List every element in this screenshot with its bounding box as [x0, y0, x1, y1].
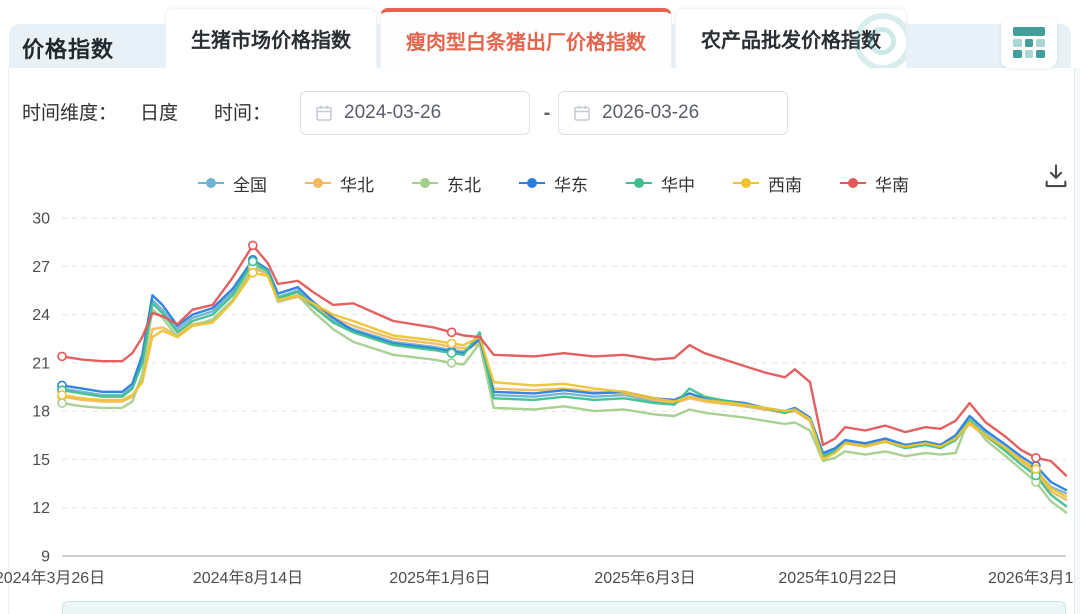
legend-item-华北[interactable]: 华北 [305, 171, 374, 196]
data-point-marker-西南 [248, 267, 258, 278]
x-tick-label: 2025年10月22日 [778, 569, 897, 587]
card-right-border [1074, 68, 1080, 614]
legend-marker-dot [626, 177, 652, 189]
time-dimension-value-daily[interactable]: 日度 [140, 103, 179, 124]
time-range-label: 时间： [214, 103, 272, 124]
series-line-华南 [60, 244, 1068, 477]
y-tick-label: 24 [32, 307, 50, 324]
y-tick-label: 18 [32, 404, 50, 421]
chart-legend: 全国 华北 东北 华东 华中 西南 华南 [198, 167, 909, 199]
legend-marker-dot [412, 177, 438, 189]
start-date-value: 2024-03-26 [344, 102, 442, 123]
data-point-marker-华南 [446, 327, 457, 338]
y-tick-label: 15 [32, 452, 50, 469]
tab-live-pig-market-index[interactable]: 生猪市场价格指数 [165, 8, 377, 68]
legend-item-东北[interactable]: 东北 [412, 171, 481, 196]
data-point-marker-东北 [57, 398, 67, 408]
legend-label: 东北 [447, 175, 481, 195]
datazoom-slider[interactable] [62, 601, 1066, 614]
download-button[interactable] [1041, 161, 1071, 191]
start-date-input[interactable]: 2024-03-26 [300, 91, 530, 135]
x-tick-label: 2024年8月14日 [193, 569, 303, 587]
legend-item-华中[interactable]: 华中 [626, 171, 695, 196]
filter-row: 时间维度： 日度 时间： 2024-03-26 - 2026-03-26 [0, 90, 1080, 138]
y-tick-label: 30 [32, 211, 50, 228]
legend-item-西南[interactable]: 西南 [733, 171, 802, 196]
legend-label: 全国 [233, 175, 267, 195]
y-tick-label: 12 [32, 500, 50, 517]
tab-lean-pork-exfactory-index[interactable]: 瘦肉型白条猪出厂价格指数 [380, 8, 672, 68]
tab-label: 农产品批发价格指数 [701, 30, 881, 52]
card-left-border [8, 68, 9, 614]
x-tick-label: 2026年3月1 [988, 569, 1073, 587]
time-dimension-label: 时间维度： [22, 103, 118, 124]
y-tick-label: 27 [32, 259, 50, 276]
tab-bar: 生猪市场价格指数 瘦肉型白条猪出厂价格指数 农产品批发价格指数 [165, 8, 907, 68]
legend-item-华南[interactable]: 华南 [840, 171, 909, 196]
data-point-marker-华中 [248, 256, 258, 267]
tab-label: 瘦肉型白条猪出厂价格指数 [406, 31, 646, 54]
legend-label: 华中 [661, 175, 695, 195]
data-point-marker-华南 [57, 351, 67, 362]
page-title: 价格指数 [22, 37, 115, 62]
data-point-marker-西南 [57, 390, 67, 400]
data-point-marker-华南 [248, 240, 258, 251]
data-point-marker-华中 [446, 348, 457, 359]
download-icon [1045, 164, 1067, 188]
data-point-marker-华南 [1031, 452, 1041, 463]
x-tick-label: 2025年1月6日 [389, 569, 490, 587]
series-line-全国 [60, 261, 1068, 495]
legend-marker-dot [198, 177, 224, 189]
x-tick-label: 2024年3月26日 [0, 569, 105, 587]
calendar-icon [574, 105, 590, 121]
apps-grid-button[interactable] [1001, 17, 1057, 68]
legend-label: 西南 [768, 175, 802, 195]
legend-label: 华南 [875, 175, 909, 195]
series-line-西南 [60, 271, 1068, 498]
x-tick-label: 2025年6月3日 [594, 569, 695, 587]
end-date-value: 2026-03-26 [602, 102, 700, 123]
legend-label: 华东 [554, 175, 588, 195]
date-range-separator: - [543, 102, 551, 124]
tab-label: 生猪市场价格指数 [191, 30, 351, 52]
y-tick-label: 9 [41, 549, 50, 566]
legend-item-华东[interactable]: 华东 [519, 171, 588, 196]
legend-label: 华北 [340, 175, 374, 195]
data-point-marker-东北 [446, 358, 457, 368]
legend-marker-dot [305, 177, 331, 189]
calculator-grid-icon [1013, 27, 1045, 58]
legend-item-全国[interactable]: 全国 [198, 171, 267, 196]
legend-marker-dot [519, 177, 545, 189]
y-tick-label: 21 [32, 355, 50, 372]
series-line-华中 [60, 260, 1068, 508]
legend-marker-dot [733, 177, 759, 189]
calendar-icon [316, 105, 332, 121]
series-line-华东 [60, 258, 1068, 492]
end-date-input[interactable]: 2026-03-26 [558, 91, 788, 135]
tab-agri-wholesale-index[interactable]: 农产品批发价格指数 [675, 8, 907, 68]
data-point-marker-西南 [1031, 464, 1041, 474]
legend-marker-dot [840, 177, 866, 189]
data-point-marker-西南 [446, 338, 457, 349]
